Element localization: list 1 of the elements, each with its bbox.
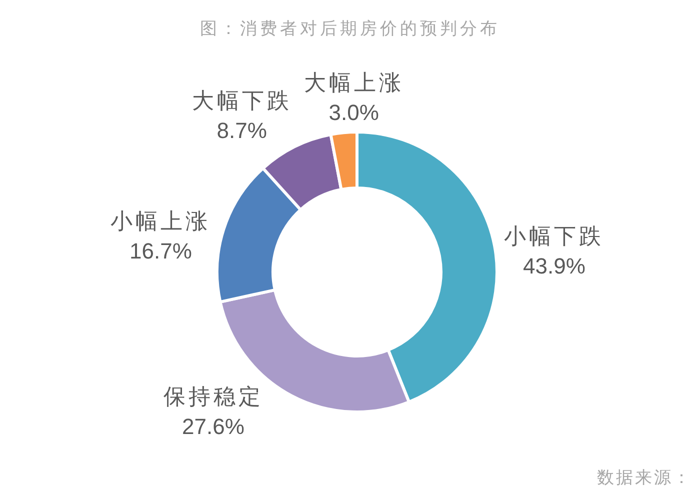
title: 图：消费者对后期房价的预判分布 <box>200 19 500 38</box>
